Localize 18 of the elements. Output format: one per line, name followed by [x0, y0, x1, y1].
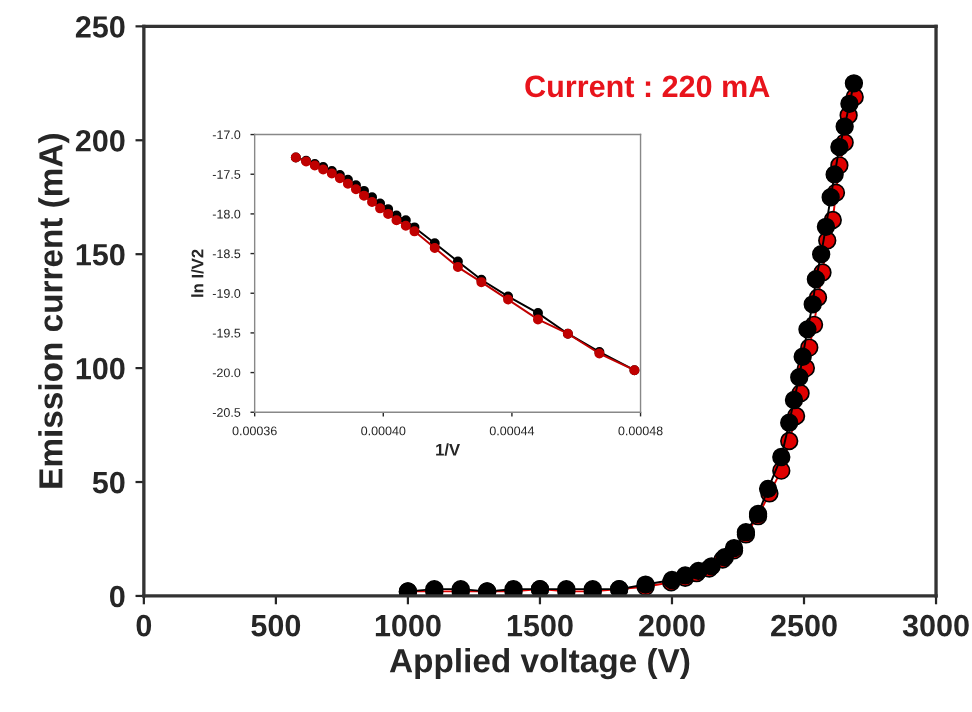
- x-tick-label: 500: [251, 614, 301, 637]
- y-axis-title: Emission current (mA): [38, 134, 70, 488]
- y-tick-label: 250: [75, 16, 125, 38]
- x-tick-label: 3000: [902, 614, 969, 637]
- x-tick-label: 1500: [507, 614, 573, 637]
- y-axis-title: ln I/V2: [191, 249, 204, 297]
- y-tick-label: 50: [92, 471, 125, 494]
- y-tick-label: 150: [76, 243, 125, 266]
- x-axis-title: 1/V: [436, 443, 460, 456]
- annotation: Current : 220 mA: [525, 75, 770, 98]
- x-tick-label: 2500: [771, 614, 837, 637]
- x-tick-label: 0: [136, 614, 152, 637]
- x-tick-label: 2000: [639, 614, 705, 637]
- y-tick-label: 0: [110, 585, 125, 608]
- y-tick-label: 100: [76, 357, 125, 380]
- y-tick-label: 200: [75, 130, 125, 152]
- x-tick-label: 1000: [375, 614, 441, 637]
- x-axis-title: Applied voltage (V): [389, 648, 690, 680]
